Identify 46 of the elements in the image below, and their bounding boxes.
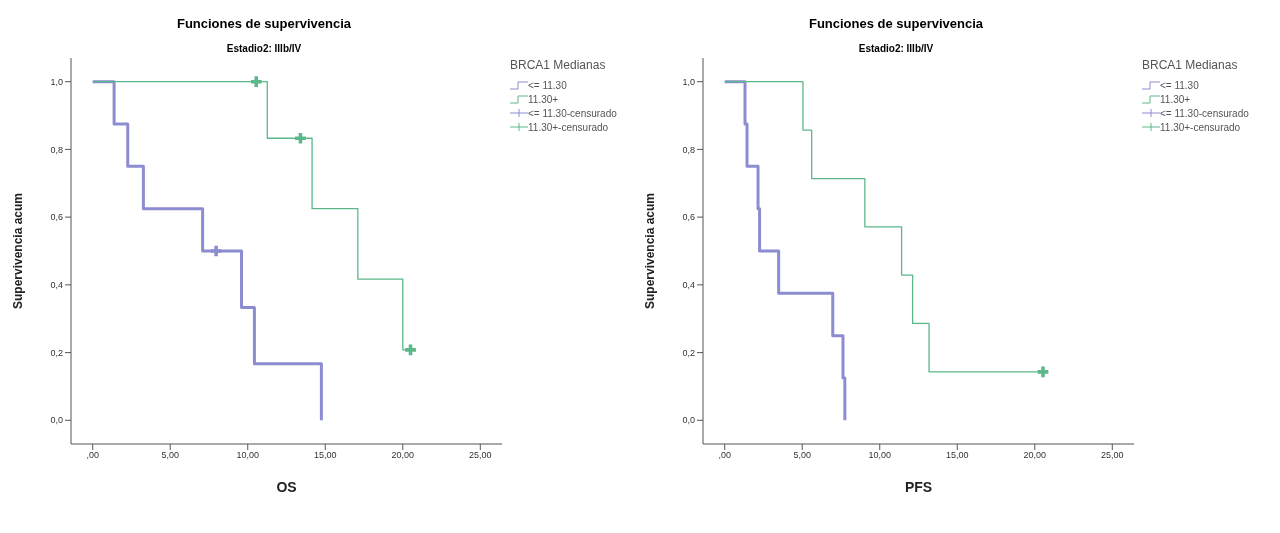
y-tick-label: 0,8 bbox=[50, 144, 63, 155]
y-tick-label: 0,2 bbox=[682, 347, 695, 358]
chart-subtitle: Estadio2: IIIb/IV bbox=[857, 43, 935, 54]
y-tick-label: 0,0 bbox=[682, 415, 695, 426]
legend-label: 11.30+-censurado bbox=[528, 121, 609, 133]
x-tick-label: 15,00 bbox=[313, 450, 337, 461]
x-tick-label: 5,00 bbox=[793, 450, 811, 461]
x-axis-title: PFS bbox=[904, 479, 933, 495]
x-tick-label: 10,00 bbox=[868, 450, 892, 461]
y-tick-label: 0,6 bbox=[682, 212, 695, 223]
legend-label: 11.30+ bbox=[1160, 93, 1191, 105]
x-tick-label: 20,00 bbox=[391, 450, 415, 461]
x-tick-label: 20,00 bbox=[1023, 450, 1047, 461]
x-tick-label: 15,00 bbox=[945, 450, 969, 461]
y-axis-title: Supervivencia acum bbox=[643, 192, 658, 310]
chart-title: Funciones de supervivencia bbox=[807, 16, 985, 31]
legend-label: <= 11.30-censurado bbox=[528, 107, 617, 119]
y-tick-label: 0,2 bbox=[50, 347, 63, 358]
chart-title: Funciones de supervivencia bbox=[175, 16, 353, 31]
point bbox=[210, 245, 222, 257]
legend-label: <= 11.30-censurado bbox=[1160, 107, 1249, 119]
y-tick-label: 0,0 bbox=[50, 415, 63, 426]
legend-label: 11.30+ bbox=[528, 93, 559, 105]
point bbox=[250, 76, 262, 88]
y-tick-label: 0,4 bbox=[50, 280, 63, 291]
y-tick-label: 0,4 bbox=[682, 280, 695, 291]
x-tick-label: 5,00 bbox=[161, 450, 179, 461]
legend-title: BRCA1 Medianas bbox=[1142, 58, 1239, 72]
chart-subtitle: Estadio2: IIIb/IV bbox=[225, 43, 303, 54]
legend-label: <= 11.30 bbox=[528, 79, 567, 91]
legend-label: 11.30+-censurado bbox=[1160, 121, 1241, 133]
x-tick-label: ,00 bbox=[718, 450, 731, 461]
legend-title: BRCA1 Medianas bbox=[510, 58, 607, 72]
y-tick-label: 0,6 bbox=[50, 212, 63, 223]
x-tick-label: 25,00 bbox=[469, 450, 492, 461]
point bbox=[295, 132, 306, 144]
x-tick-label: 25,00 bbox=[1101, 450, 1124, 461]
y-tick-label: 0,8 bbox=[682, 144, 695, 155]
x-axis-title: OS bbox=[276, 479, 297, 495]
y-axis-title: Supervivencia acum bbox=[11, 192, 26, 310]
y-tick-label: 1,0 bbox=[682, 76, 695, 87]
x-tick-label: 10,00 bbox=[236, 450, 260, 461]
legend-label: <= 11.30 bbox=[1160, 79, 1199, 91]
x-tick-label: ,00 bbox=[86, 450, 99, 461]
point bbox=[405, 344, 416, 356]
y-tick-label: 1,0 bbox=[50, 76, 63, 87]
